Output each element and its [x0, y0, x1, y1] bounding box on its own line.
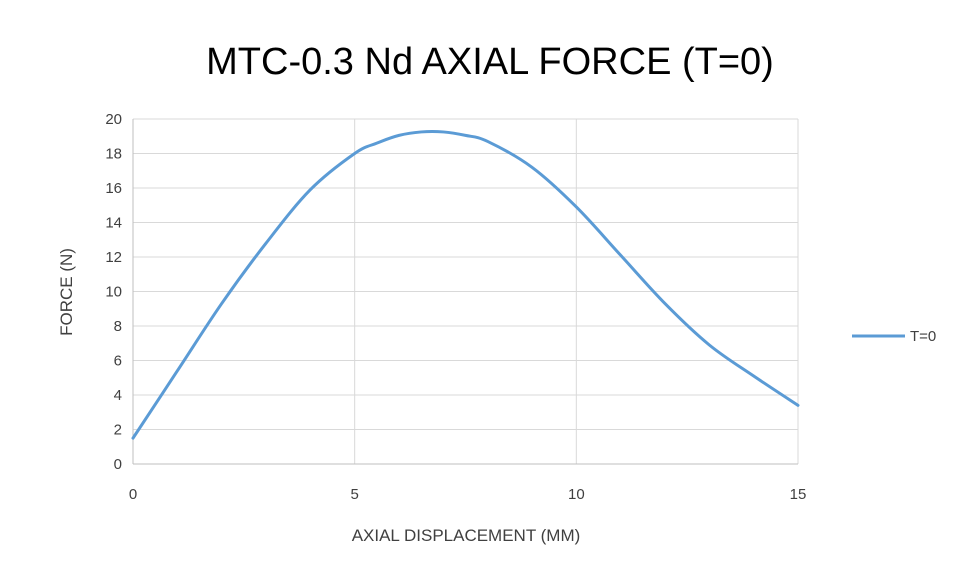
y-tick-label: 18 — [105, 146, 122, 163]
y-axis-ticks: 0 2 4 6 8 10 12 14 16 18 20 — [105, 111, 122, 473]
x-tick-label: 0 — [129, 486, 137, 503]
x-axis-ticks: 0 5 10 15 — [129, 486, 807, 503]
x-tick-label: 15 — [790, 486, 807, 503]
y-tick-label: 2 — [114, 422, 122, 439]
y-tick-label: 6 — [114, 353, 122, 370]
legend: T=0 — [852, 328, 936, 345]
y-tick-label: 14 — [105, 215, 122, 232]
y-tick-label: 16 — [105, 180, 122, 197]
x-tick-label: 5 — [350, 486, 358, 503]
y-axis-label: FORCE (N) — [57, 248, 76, 336]
y-tick-label: 8 — [114, 318, 122, 335]
x-axis-label: AXIAL DISPLACEMENT (MM) — [352, 526, 581, 545]
y-tick-label: 12 — [105, 249, 122, 266]
y-tick-label: 4 — [114, 387, 122, 404]
series-line-t0 — [131, 130, 800, 440]
y-tick-label: 10 — [105, 284, 122, 301]
chart-title: MTC-0.3 Nd AXIAL FORCE (T=0) — [206, 41, 774, 83]
series-group — [131, 130, 800, 440]
y-tick-label: 0 — [114, 456, 122, 473]
x-tick-label: 10 — [568, 486, 585, 503]
y-tick-label: 20 — [105, 111, 122, 128]
legend-label-t0: T=0 — [910, 328, 936, 345]
grid-lines — [133, 118, 799, 464]
axes — [132, 119, 798, 465]
